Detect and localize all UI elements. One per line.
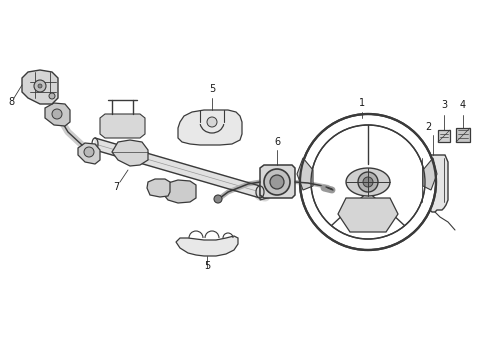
Circle shape [300, 114, 436, 250]
Polygon shape [338, 198, 398, 232]
FancyBboxPatch shape [456, 128, 470, 142]
Circle shape [49, 93, 55, 99]
Circle shape [363, 177, 373, 187]
Text: 5: 5 [204, 261, 210, 271]
Polygon shape [260, 165, 295, 198]
Circle shape [207, 117, 217, 127]
Text: 1: 1 [359, 98, 365, 108]
Text: 4: 4 [460, 100, 466, 110]
Polygon shape [95, 138, 260, 198]
Text: 5: 5 [209, 84, 215, 94]
Polygon shape [260, 184, 275, 200]
Polygon shape [176, 236, 238, 256]
Circle shape [52, 109, 62, 119]
Text: 6: 6 [274, 137, 280, 147]
Polygon shape [45, 103, 70, 126]
Polygon shape [78, 143, 100, 164]
FancyBboxPatch shape [438, 130, 450, 142]
Circle shape [264, 169, 290, 195]
Polygon shape [418, 155, 448, 212]
Circle shape [311, 125, 425, 239]
Polygon shape [112, 140, 148, 166]
Polygon shape [22, 70, 58, 104]
Polygon shape [346, 168, 390, 196]
Polygon shape [164, 180, 196, 203]
Circle shape [358, 172, 378, 192]
Circle shape [270, 175, 284, 189]
Text: 3: 3 [441, 100, 447, 110]
Text: 8: 8 [8, 97, 14, 107]
Circle shape [34, 80, 46, 92]
Polygon shape [423, 158, 437, 190]
Circle shape [84, 147, 94, 157]
Text: 7: 7 [113, 182, 119, 192]
Circle shape [38, 84, 42, 88]
Text: 2: 2 [425, 122, 431, 132]
Circle shape [214, 195, 222, 203]
Polygon shape [100, 114, 145, 138]
Polygon shape [147, 179, 170, 197]
Polygon shape [297, 158, 313, 190]
Polygon shape [178, 110, 242, 145]
